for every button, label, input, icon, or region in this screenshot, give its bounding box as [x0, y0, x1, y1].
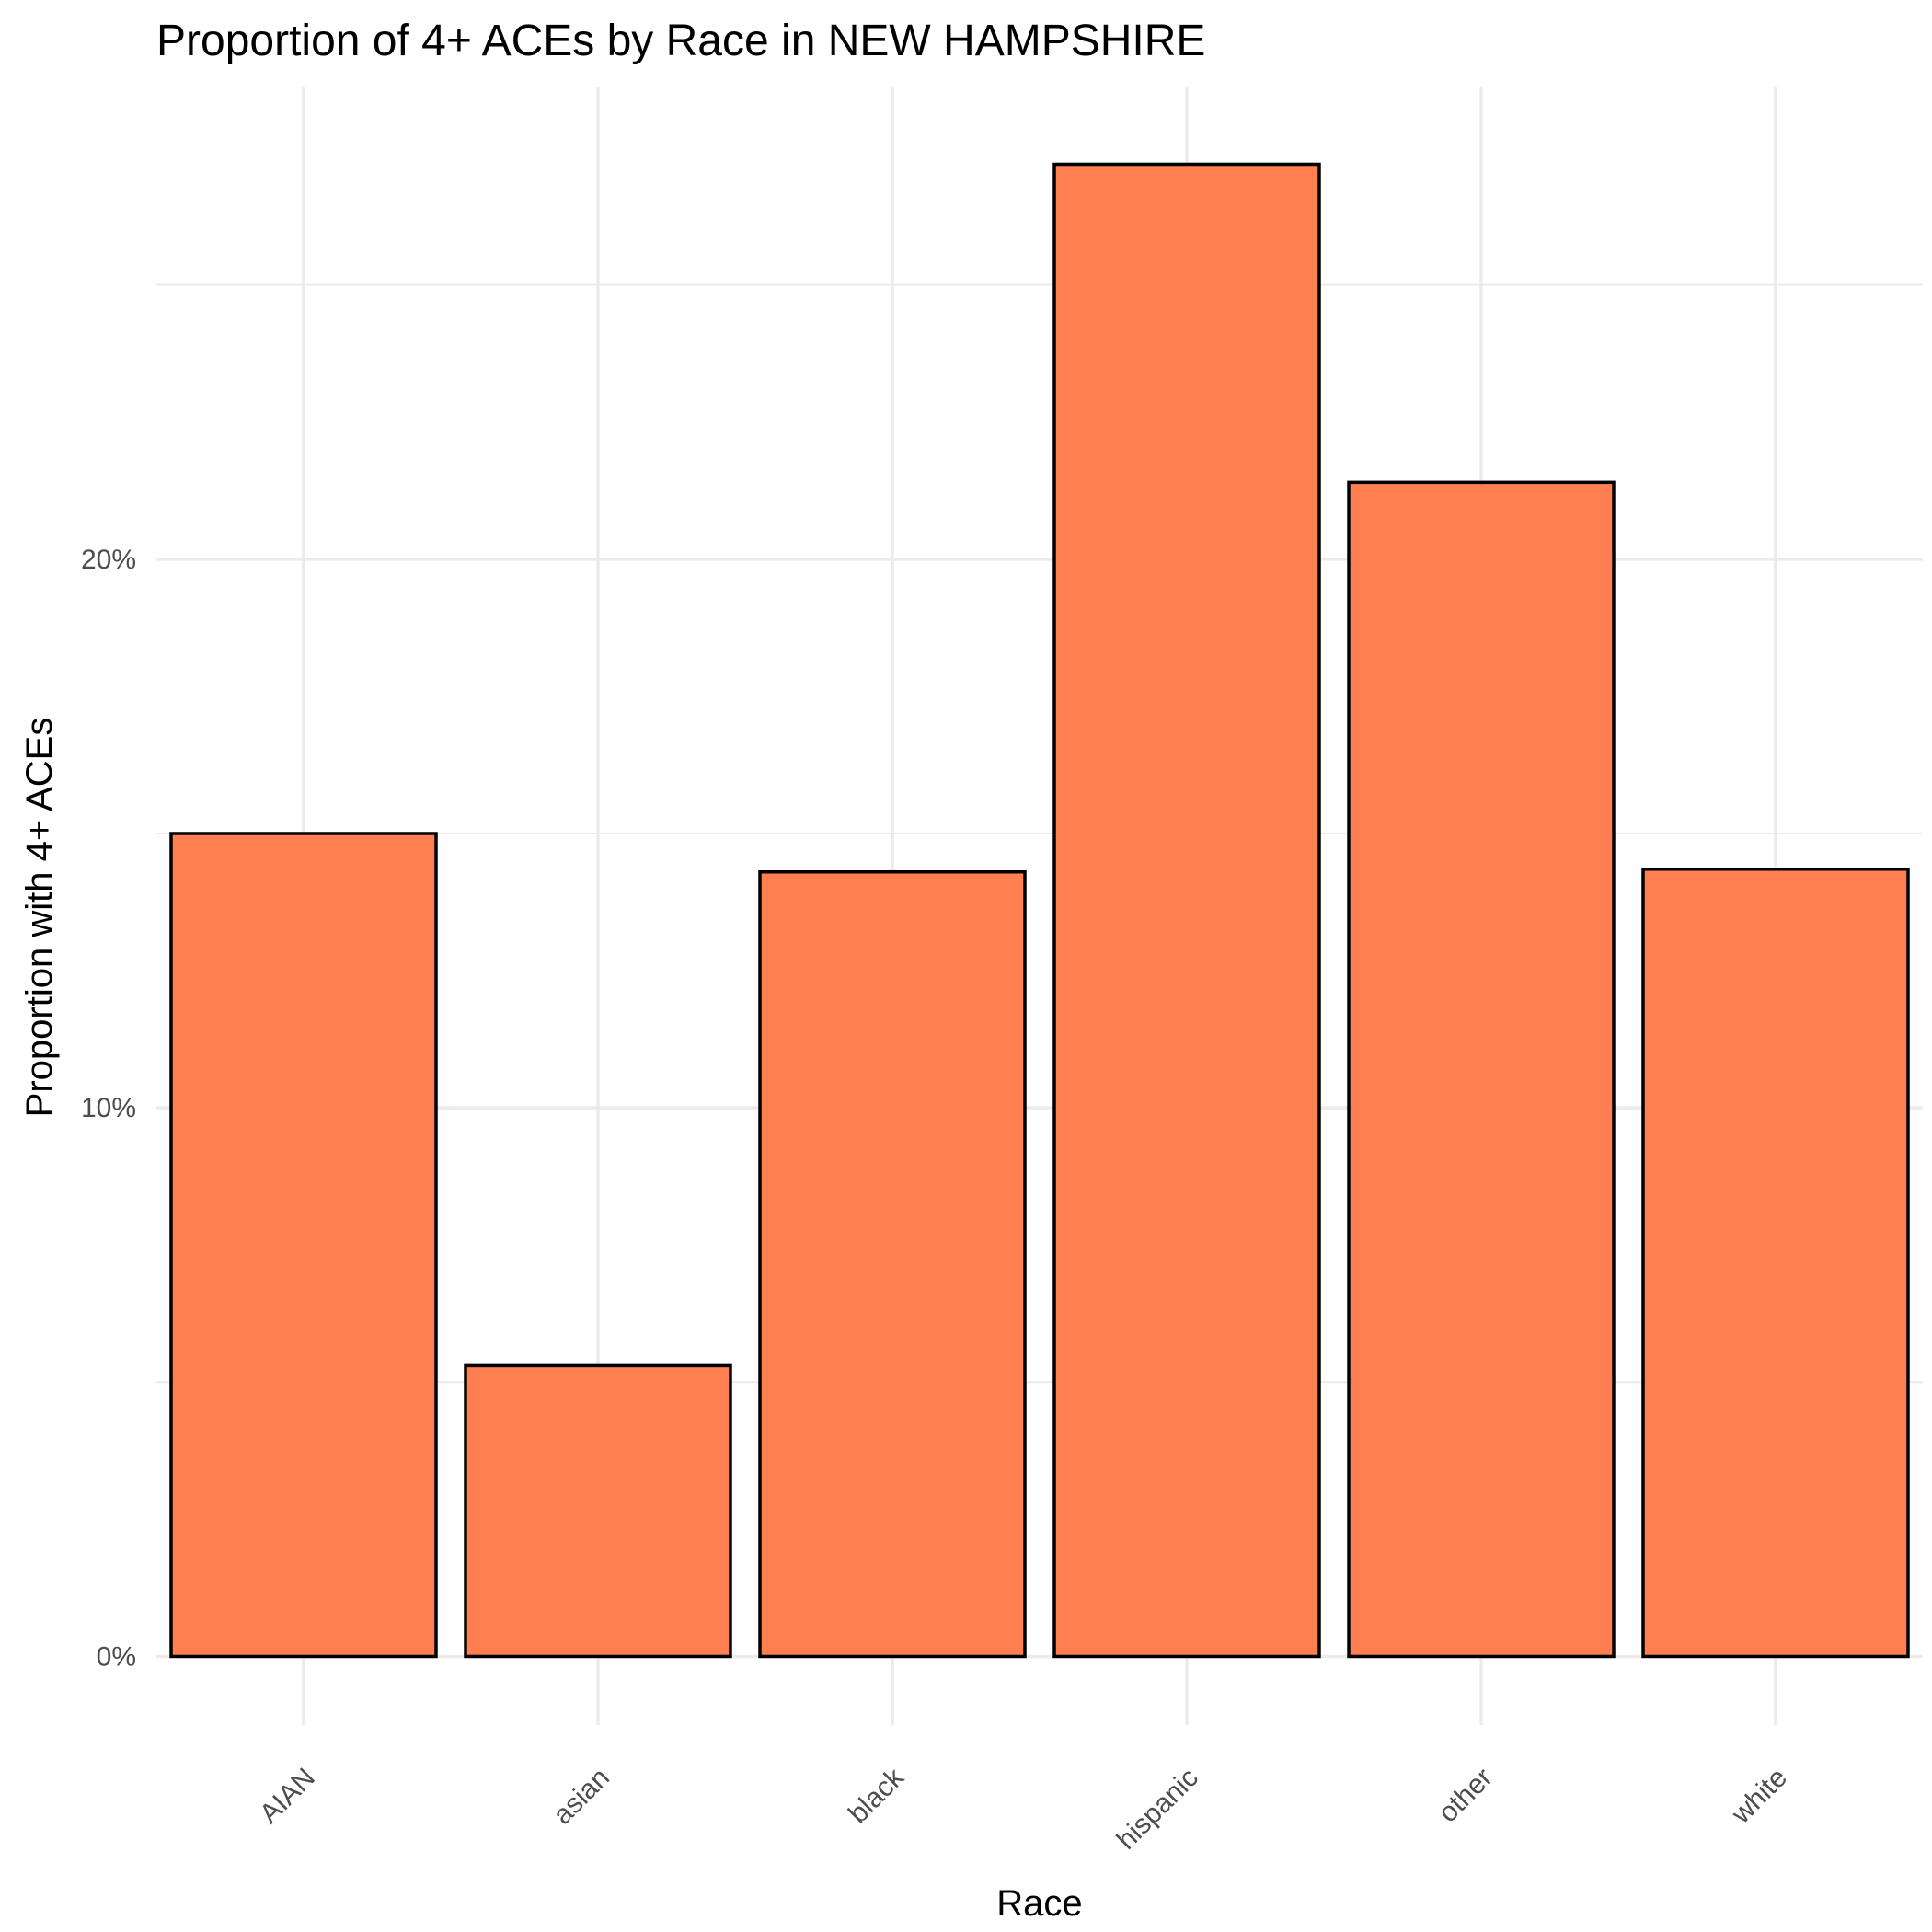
- y-axis-title: Proportion with 4+ ACEs: [19, 718, 60, 1118]
- chart-title: Proportion of 4+ ACEs by Race in NEW HAM…: [156, 17, 1205, 65]
- bar-white: [1641, 867, 1910, 1659]
- y-tick-label: 20%: [81, 545, 136, 575]
- bar-asian: [464, 1363, 732, 1659]
- x-axis-title: Race: [996, 1883, 1082, 1924]
- y-tick-label: 0%: [97, 1641, 136, 1672]
- x-tick-label-AIAN: AIAN: [254, 1763, 321, 1830]
- bar-other: [1347, 480, 1616, 1659]
- x-tick-label-hispanic: hispanic: [1111, 1763, 1204, 1856]
- bar-hispanic: [1052, 162, 1321, 1659]
- y-axis-ticks: 0% 10% 20%: [81, 545, 136, 1673]
- x-tick-label-white: white: [1725, 1763, 1793, 1831]
- y-tick-label: 10%: [81, 1093, 136, 1123]
- bar-AIAN: [169, 832, 438, 1659]
- x-axis-ticks: AIAN asian black hispanic other white: [254, 1762, 1793, 1856]
- x-tick-label-asian: asian: [547, 1763, 615, 1831]
- x-tick-label-black: black: [843, 1762, 911, 1830]
- bar-black: [758, 869, 1027, 1659]
- x-tick-label-other: other: [1432, 1763, 1499, 1829]
- bars: [169, 162, 1910, 1659]
